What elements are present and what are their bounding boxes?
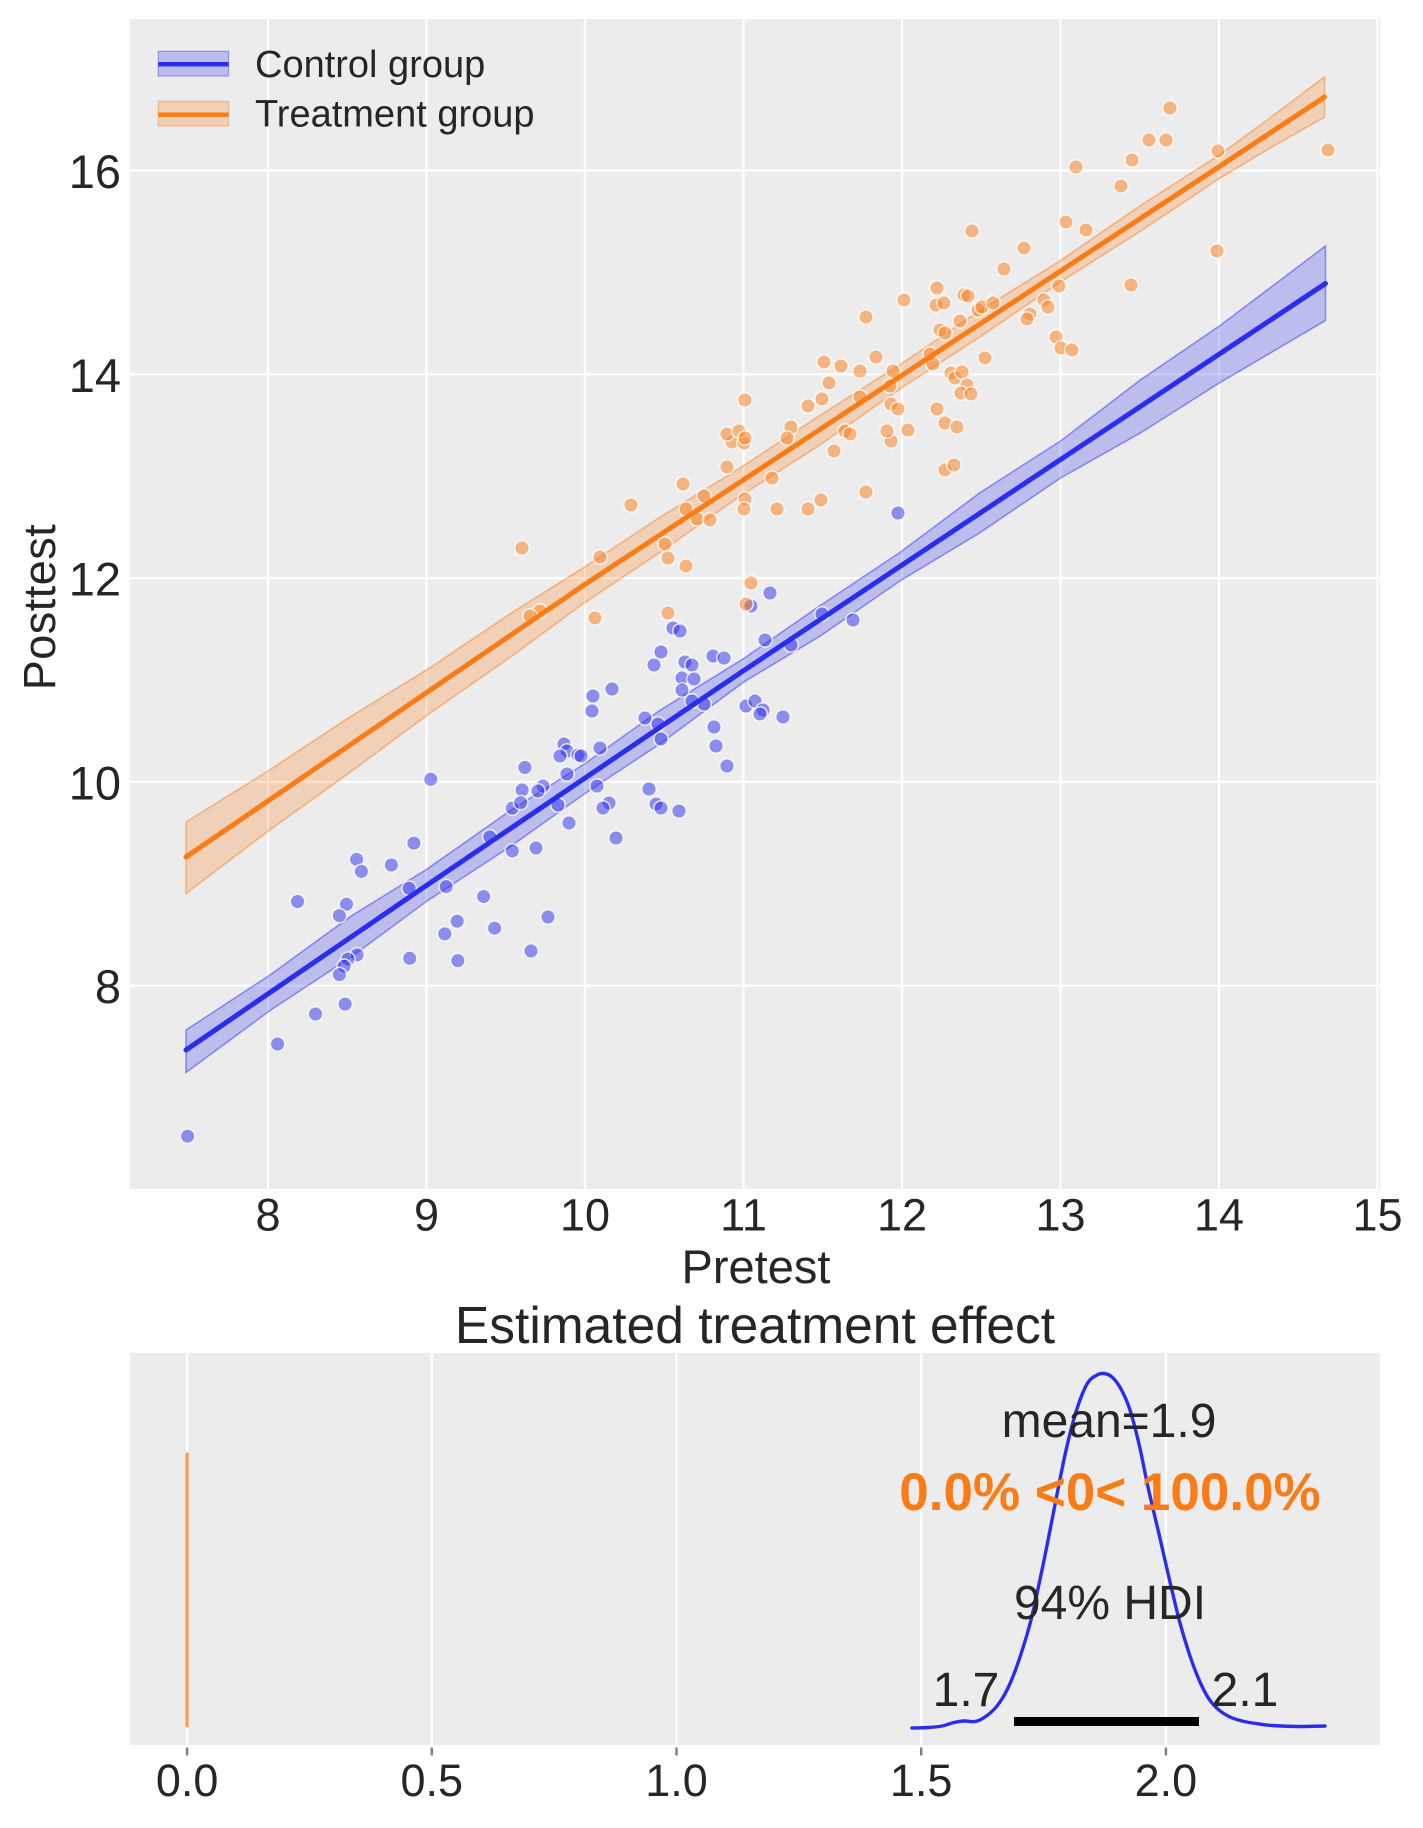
svg-text:Estimated treatment effect: Estimated treatment effect bbox=[455, 1296, 1055, 1354]
svg-text:8: 8 bbox=[95, 960, 121, 1013]
svg-text:1.7: 1.7 bbox=[933, 1664, 1000, 1717]
svg-text:94% HDI: 94% HDI bbox=[1014, 1577, 1206, 1630]
svg-text:Posttest: Posttest bbox=[14, 524, 65, 691]
svg-text:2.0: 2.0 bbox=[1135, 1755, 1198, 1806]
svg-text:1.5: 1.5 bbox=[890, 1755, 953, 1806]
svg-text:12: 12 bbox=[69, 553, 121, 606]
svg-text:Pretest: Pretest bbox=[682, 1240, 831, 1293]
svg-text:0.0% <0< 100.0%: 0.0% <0< 100.0% bbox=[899, 1463, 1320, 1522]
svg-text:10: 10 bbox=[69, 756, 121, 809]
svg-text:14: 14 bbox=[69, 349, 121, 402]
svg-text:9: 9 bbox=[414, 1190, 439, 1241]
svg-text:12: 12 bbox=[877, 1190, 927, 1241]
svg-text:16: 16 bbox=[69, 145, 121, 198]
svg-text:0.0: 0.0 bbox=[156, 1755, 219, 1806]
svg-text:Treatment group: Treatment group bbox=[255, 94, 535, 136]
svg-text:15: 15 bbox=[1352, 1190, 1402, 1241]
svg-text:14: 14 bbox=[1194, 1190, 1244, 1241]
svg-text:0.5: 0.5 bbox=[401, 1755, 464, 1806]
svg-text:10: 10 bbox=[560, 1190, 610, 1241]
svg-text:Control group: Control group bbox=[255, 44, 485, 86]
svg-text:13: 13 bbox=[1035, 1190, 1085, 1241]
svg-text:1.0: 1.0 bbox=[645, 1755, 708, 1806]
svg-text:2.1: 2.1 bbox=[1212, 1664, 1279, 1717]
svg-text:8: 8 bbox=[255, 1190, 280, 1241]
svg-text:mean=1.9: mean=1.9 bbox=[1002, 1395, 1217, 1448]
svg-text:11: 11 bbox=[720, 1190, 767, 1241]
